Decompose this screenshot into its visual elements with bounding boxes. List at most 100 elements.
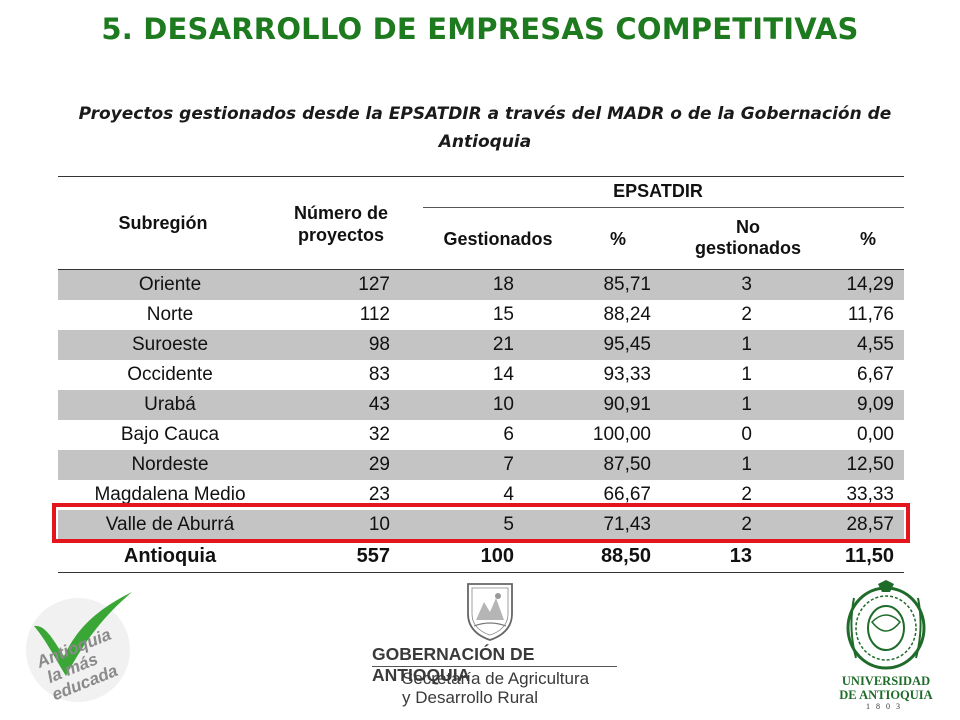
cell-pct2: 9,09 [857,394,894,415]
coat-of-arms-icon [467,583,513,641]
table-row: Norte 112 15 88,24 2 11,76 [58,300,904,330]
cell-no-gestionados: 2 [741,304,752,325]
gobernacion-logo: GOBERNACIÓN DE ANTIOQUIA Secretaría de A… [372,580,617,710]
cell-gestionados: 6 [503,424,514,445]
gobernacion-title: GOBERNACIÓN DE ANTIOQUIA [372,644,535,685]
total-no-gestionados: 13 [729,545,752,567]
table-row: Nordeste 29 7 87,50 1 12,50 [58,450,904,480]
cell-pct2: 6,67 [857,364,894,385]
table-row: Occidente 83 14 93,33 1 6,67 [58,360,904,390]
cell-no-gestionados: 1 [741,394,752,415]
gobernacion-sub1: Secretaría de Agricultura [402,669,590,688]
header-no-line1: No [736,217,760,237]
table-row: Oriente 127 18 85,71 3 14,29 [58,270,904,300]
cell-no-gestionados: 1 [741,364,752,385]
cell-no-gestionados: 2 [741,514,752,535]
page-title: 5. DESARROLLO DE EMPRESAS COMPETITIVAS [101,12,859,46]
cell-numero: 32 [368,424,390,445]
cell-no-gestionados: 1 [741,454,752,475]
table-body: Oriente 127 18 85,71 3 14,29 Norte 112 15 88,24 2 1… [58,270,904,540]
header-pct: % [609,229,626,249]
cell-pct: 85,71 [603,274,651,295]
header-group-divider [423,207,904,208]
header-no-line2: gestionados [694,238,801,258]
total-pct2: 11,50 [845,545,894,567]
header-gestionados: Gestionados [443,229,553,249]
cell-subregion: Urabá [144,394,196,415]
cell-pct2: 11,76 [847,304,894,325]
cell-subregion: Magdalena Medio [94,484,246,505]
cell-pct2: 33,33 [846,484,894,505]
cell-subregion: Norte [146,304,194,325]
cell-pct: 87,50 [603,454,651,475]
total-subregion: Antioquia [123,545,217,567]
gobernacion-sub2: y Desarrollo Rural [402,688,539,707]
cell-gestionados: 14 [492,364,514,385]
ua-line1: UNIVERSIDAD [841,674,931,688]
total-pct: 88,50 [600,545,651,567]
header-group-epsatdir: EPSATDIR [613,181,703,201]
cell-pct: 90,91 [603,394,651,415]
cell-no-gestionados: 3 [741,274,752,295]
cell-pct: 100,00 [592,424,651,445]
projects-table: Subregión Número de proyectos EPSATDIR G… [58,176,904,573]
header-pct2: % [859,229,876,249]
cell-pct: 95,45 [603,334,651,355]
cell-pct: 66,67 [603,484,651,505]
universidad-antioquia-logo: UNIVERSIDAD DE ANTIOQUIA 1803 [830,578,942,716]
cell-numero: 127 [358,274,390,295]
table-caption: Proyectos gestionados desde la EPSATDIR … [60,100,910,156]
table-total-row: Antioquia 557 100 88,50 13 11,50 [58,540,904,573]
cell-subregion: Oriente [138,274,202,295]
cell-gestionados: 5 [503,514,514,535]
gobernacion-divider [372,666,617,667]
cell-numero: 23 [368,484,390,505]
caption-line-2: Antioquia [438,132,532,152]
total-gestionados: 100 [480,545,514,567]
cell-pct2: 0,00 [857,424,894,445]
table-row: Suroeste 98 21 95,45 1 4,55 [58,330,904,360]
table-row: Urabá 43 10 90,91 1 9,09 [58,390,904,420]
check-icon: Antioquia la más educada [26,592,132,704]
cell-pct2: 28,57 [846,514,894,535]
cell-subregion: Valle de Aburrá [105,514,235,535]
cell-numero: 10 [368,514,390,535]
cell-gestionados: 21 [492,334,514,355]
cell-pct: 88,24 [603,304,651,325]
cell-gestionados: 18 [492,274,514,295]
total-numero: 557 [356,545,390,567]
cell-numero: 112 [359,304,390,325]
cell-pct: 71,43 [603,514,651,535]
table-header: Subregión Número de proyectos EPSATDIR G… [58,176,904,270]
cell-subregion: Nordeste [131,454,209,475]
antioquia-educada-logo: Antioquia la más educada [20,586,140,706]
ua-line2: DE ANTIOQUIA [839,688,933,702]
cell-gestionados: 10 [492,394,514,415]
cell-numero: 43 [368,394,390,415]
cell-gestionados: 7 [503,454,514,475]
header-numero-line1: Número de [293,203,389,223]
university-seal-icon [846,580,926,670]
cell-gestionados: 15 [492,304,514,325]
cell-numero: 98 [368,334,390,355]
cell-subregion: Occidente [127,364,213,385]
cell-pct2: 14,29 [846,274,894,295]
cell-subregion: Suroeste [131,334,209,355]
header-numero-line2: proyectos [297,225,385,245]
table-row: Magdalena Medio 23 4 66,67 2 33,33 [58,480,904,510]
cell-pct2: 4,55 [857,334,894,355]
cell-pct: 93,33 [603,364,651,385]
cell-numero: 29 [368,454,390,475]
cell-pct2: 12,50 [846,454,894,475]
table-row: Bajo Cauca 32 6 100,00 0 0,00 [58,420,904,450]
cell-no-gestionados: 2 [741,484,752,505]
cell-gestionados: 4 [503,484,514,505]
ua-line3: 1803 [866,702,906,711]
cell-no-gestionados: 0 [741,424,752,445]
cell-no-gestionados: 1 [741,334,752,355]
cell-subregion: Bajo Cauca [120,424,220,445]
header-subregion: Subregión [118,213,208,233]
caption-line-1: Proyectos gestionados desde la EPSATDIR … [78,104,892,124]
table-row: Valle de Aburrá 10 5 71,43 2 28,57 [58,510,904,540]
cell-numero: 83 [368,364,390,385]
